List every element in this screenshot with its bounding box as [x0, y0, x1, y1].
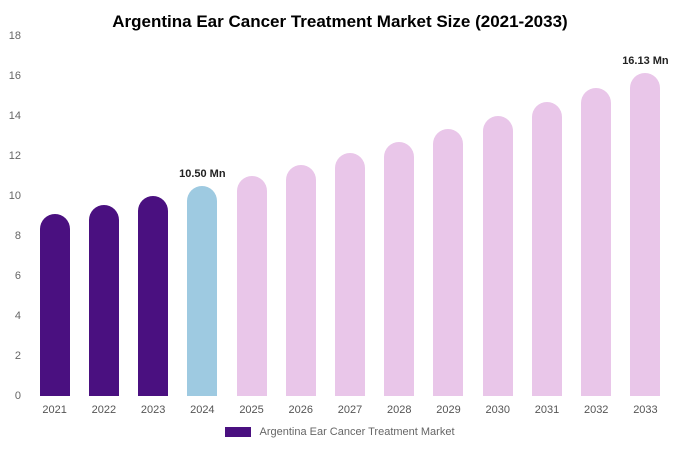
y-axis: 0 2 4 6 8 10 12 14 16 18 [0, 30, 30, 424]
bar-column-2025: 2025 [227, 36, 276, 424]
y-tick-label: 12 [8, 150, 21, 162]
x-tick-label-2030: 2030 [485, 404, 510, 416]
y-tick-label: 14 [8, 110, 21, 122]
x-tick-label-2029: 2029 [436, 404, 461, 416]
bar-2030 [482, 116, 513, 396]
bar-column-2022: 2022 [79, 36, 128, 424]
y-tick-label: 18 [8, 30, 21, 42]
plot-area: 2021 2022 2023 10.50 Mn 2024 2025 2026 2027 2028… [30, 36, 670, 424]
bar-2031 [531, 102, 562, 396]
x-tick-label-2021: 2021 [42, 404, 67, 416]
chart-area: 0 2 4 6 8 10 12 14 16 18 2021 2022 2023 10.50 Mn 2024… [0, 30, 680, 424]
bar-2027 [335, 153, 366, 396]
bar-column-2033: 16.13 Mn 2033 [621, 36, 670, 424]
bar-2028 [384, 141, 415, 396]
y-tick-label: 2 [14, 350, 21, 362]
bar-2025 [236, 175, 267, 396]
legend-label: Argentina Ear Cancer Treatment Market [259, 426, 455, 438]
y-tick-label: 6 [14, 270, 21, 282]
bar-column-2026: 2026 [276, 36, 325, 424]
bar-column-2030: 2030 [473, 36, 522, 424]
data-label-2024: 10.50 Mn [179, 168, 226, 180]
bar-column-2028: 2028 [375, 36, 424, 424]
x-tick-label-2027: 2027 [337, 404, 363, 416]
x-tick-label-2028: 2028 [387, 404, 412, 416]
data-label-2033: 16.13 Mn [622, 55, 669, 68]
y-tick-label: 10 [8, 190, 21, 202]
bar-column-2021: 2021 [30, 36, 79, 424]
x-tick-label-2032: 2032 [583, 404, 609, 416]
x-tick-label-2025: 2025 [239, 404, 264, 416]
x-tick-label-2022: 2022 [91, 404, 117, 416]
legend-swatch [225, 427, 252, 437]
x-tick-label-2024: 2024 [190, 404, 215, 416]
bar-2021 [39, 214, 70, 396]
x-tick-label-2033: 2033 [633, 404, 658, 416]
bar-column-2024: 10.50 Mn 2024 [178, 36, 227, 424]
bar-column-2031: 2031 [522, 36, 571, 424]
bar-2029 [433, 129, 464, 396]
bar-2026 [285, 164, 316, 396]
x-tick-label-2023: 2023 [140, 404, 166, 416]
x-tick-label-2031: 2031 [534, 404, 560, 416]
y-tick-label: 8 [14, 230, 21, 242]
y-tick-label: 4 [14, 310, 21, 322]
bar-2032 [581, 87, 612, 396]
x-tick-label-2026: 2026 [288, 404, 314, 416]
legend: Argentina Ear Cancer Treatment Market [0, 426, 680, 438]
bar-2024 [187, 186, 218, 396]
bar-2022 [88, 205, 119, 396]
bar-column-2023: 2023 [128, 36, 177, 424]
y-tick-label: 0 [14, 390, 21, 402]
bar-column-2029: 2029 [424, 36, 473, 424]
bar-2023 [138, 195, 169, 396]
y-tick-label: 16 [8, 70, 21, 82]
bar-column-2032: 2032 [572, 36, 621, 424]
bar-2033 [630, 73, 661, 396]
bar-column-2027: 2027 [325, 36, 374, 424]
chart-title: Argentina Ear Cancer Treatment Market Si… [112, 12, 568, 31]
